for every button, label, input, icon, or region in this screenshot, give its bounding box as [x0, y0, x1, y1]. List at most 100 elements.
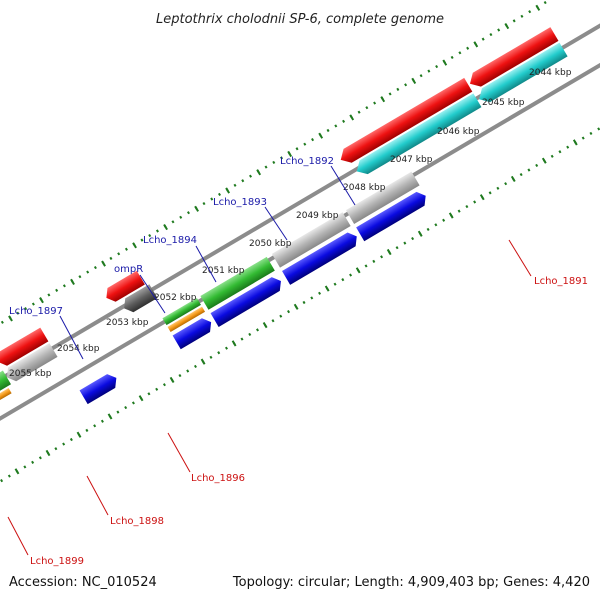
tick-major	[45, 449, 51, 457]
tick-dot	[287, 310, 291, 314]
tick-major	[70, 278, 75, 285]
gene-lcho-1890-orf-arrow	[479, 42, 568, 103]
tick-dot	[466, 46, 470, 50]
tick-dot	[256, 328, 260, 332]
kbp-label: 2046 kbp	[437, 127, 480, 137]
kbp-label: 2051 kbp	[202, 266, 245, 276]
accession-text: Accession: NC_010524	[9, 575, 157, 590]
tick-dot	[303, 142, 307, 146]
tick-major	[101, 260, 106, 267]
tick-dot	[364, 264, 368, 268]
gene-ompr-cog-bar-2	[162, 297, 201, 326]
tick-major	[132, 242, 137, 249]
tick-dot	[427, 69, 431, 73]
tick-dot	[54, 447, 58, 451]
label-lcho-1892[interactable]: Lcho_1892	[280, 156, 334, 167]
kbp-label: 2052 kbp	[154, 293, 197, 303]
tick-dot	[395, 246, 399, 250]
label-lcho-1899[interactable]: Lcho_1899	[30, 556, 84, 567]
tick-dot	[62, 442, 66, 446]
tick-major	[355, 267, 361, 274]
leader-lcho-1899	[7, 516, 29, 556]
tick-dot	[78, 275, 82, 279]
kbp-label: 2053 kbp	[106, 318, 149, 328]
tick-dot	[279, 314, 283, 318]
tick-dot	[280, 156, 284, 160]
tick-dot	[209, 355, 213, 359]
gene-ompr-arrow[interactable]	[172, 315, 216, 350]
tick-dot	[124, 247, 128, 251]
gene-lcho-1897-arrow[interactable]	[79, 371, 121, 405]
tick-dot	[217, 351, 221, 355]
tick-major	[318, 132, 324, 139]
tick-dot	[264, 165, 268, 169]
label-lcho-1898[interactable]: Lcho_1898	[110, 516, 164, 527]
reverse-gene-labels: Lcho_1891 Lcho_1896 Lcho_1898 Lcho_1899	[7, 239, 588, 567]
tick-major	[380, 96, 386, 103]
tick-dot	[178, 373, 182, 378]
tick-dot	[388, 92, 392, 96]
tick-dot	[558, 150, 562, 154]
gene-lcho-1898-arrow[interactable]	[0, 327, 49, 369]
kbp-label: 2044 kbp	[529, 68, 572, 78]
tick-major	[479, 194, 485, 201]
tick-dot	[442, 218, 446, 222]
gene-lcho-1890-arrow[interactable]	[466, 27, 559, 91]
tick-dot	[527, 168, 531, 172]
gene-lcho-1893-arrow[interactable]	[282, 229, 361, 285]
leader-lcho-1891	[508, 239, 532, 277]
tick-dot	[147, 392, 151, 396]
kbp-scale-labels: 2044 kbp 2045 kbp 2046 kbp 2047 kbp 2048…	[9, 68, 572, 379]
tick-dot	[186, 211, 190, 215]
tick-dot	[171, 220, 175, 224]
leader-lcho-1898	[86, 475, 109, 516]
tick-dot	[16, 311, 20, 315]
kbp-label: 2049 kbp	[296, 211, 339, 221]
tick-dot	[528, 10, 532, 14]
tick-major	[417, 230, 423, 237]
gene-lcho-1896-arrow[interactable]	[102, 270, 145, 305]
tick-dot	[38, 456, 42, 460]
tick-dot	[155, 387, 159, 391]
tick-dot	[403, 241, 407, 245]
label-lcho-1896[interactable]: Lcho_1896	[191, 473, 245, 484]
tick-dot	[31, 302, 35, 306]
leader-lcho-1893	[264, 206, 288, 241]
gene-lcho-1892-cog-bar	[345, 171, 420, 224]
kbp-label: 2045 kbp	[482, 98, 525, 108]
tick-major	[287, 150, 293, 158]
label-ompr[interactable]: ompR	[114, 264, 143, 275]
label-lcho-1897[interactable]: Lcho_1897	[9, 306, 63, 317]
tick-dot	[248, 332, 252, 337]
kbp-label: 2055 kbp	[9, 369, 52, 379]
tick-dot	[86, 270, 90, 274]
tick-major	[138, 395, 144, 402]
tick-dot	[55, 288, 59, 292]
tick-dot	[47, 293, 51, 297]
gene-lcho-1892-arrow[interactable]	[356, 189, 430, 242]
tick-dot	[333, 282, 337, 286]
kbp-label: 2048 kbp	[343, 183, 386, 193]
tick-dot	[124, 405, 128, 410]
tick-dot	[349, 273, 353, 277]
kbp-label: 2054 kbp	[57, 344, 100, 354]
genome-backbone-group	[0, 1, 600, 483]
tick-dot	[504, 182, 508, 186]
kbp-label: 2050 kbp	[249, 239, 292, 249]
gene-lcho-1894-arrow[interactable]	[210, 274, 285, 327]
tick-dot	[271, 319, 275, 323]
tick-dot	[481, 37, 485, 41]
tick-dot	[435, 64, 439, 69]
tick-dot	[131, 401, 135, 405]
tick-dot	[489, 32, 493, 37]
label-lcho-1893[interactable]: Lcho_1893	[213, 197, 267, 208]
label-lcho-1894[interactable]: Lcho_1894	[143, 235, 197, 246]
gene-ompr-cog-bar	[167, 306, 206, 333]
tick-dot	[202, 201, 206, 206]
forward-strand-genes	[79, 171, 430, 405]
gene-lcho-1891-arrow[interactable]	[337, 77, 473, 167]
label-lcho-1891[interactable]: Lcho_1891	[534, 276, 588, 287]
genome-summary-text: Topology: circular; Length: 4,909,403 bp…	[232, 575, 590, 590]
tick-major	[510, 175, 516, 183]
leader-ompr	[139, 274, 166, 314]
